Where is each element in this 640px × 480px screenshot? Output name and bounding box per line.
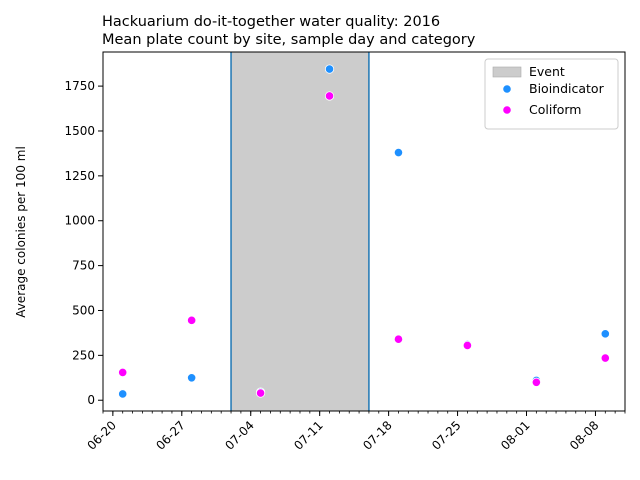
- data-point: [531, 377, 541, 387]
- legend-swatch-event: [492, 66, 522, 78]
- data-point: [187, 315, 197, 325]
- data-point: [324, 64, 335, 74]
- y-axis-label: Average colonies per 100 ml: [14, 146, 28, 318]
- x-tick-label: 08-08: [567, 418, 602, 453]
- points-layer: [118, 64, 610, 399]
- x-tick-label: 06-20: [84, 418, 119, 453]
- x-tick-label: 07-18: [360, 418, 395, 453]
- data-point: [600, 329, 610, 339]
- data-point: [393, 147, 404, 158]
- legend-marker-bioindicator: [502, 84, 512, 94]
- data-point: [255, 388, 266, 398]
- y-axis: 0 250 500 750 1000 1250 1500 1750: [64, 79, 103, 407]
- event-layer: [230, 52, 370, 411]
- y-tick-label: 0: [87, 393, 95, 407]
- y-tick-label: 750: [72, 259, 95, 273]
- data-point: [187, 373, 197, 383]
- data-point: [118, 367, 128, 378]
- data-point: [600, 353, 610, 363]
- x-tick-label: 07-11: [291, 418, 326, 453]
- data-point: [462, 340, 473, 351]
- y-tick-label: 1750: [64, 79, 95, 93]
- y-tick-label: 250: [72, 348, 95, 362]
- data-point: [118, 389, 128, 399]
- plot-frame: [102, 51, 626, 412]
- y-tick-label: 1000: [64, 214, 95, 228]
- legend-label-coliform: Coliform: [529, 102, 581, 117]
- data-point: [324, 91, 335, 101]
- legend-label-bioindicator: Bioindicator: [529, 81, 605, 96]
- chart-title: Hackuarium do-it-together water quality:…: [102, 14, 440, 30]
- series-coliform: [118, 91, 610, 398]
- x-axis: 06-20 06-27 07-04 07-11 07-18 07-25 08-01 08-08: [84, 411, 626, 453]
- y-tick-label: 1250: [64, 169, 95, 183]
- legend-label-event: Event: [529, 64, 565, 79]
- x-tick-label: 07-25: [429, 418, 464, 453]
- y-tick-label: 500: [72, 303, 95, 317]
- legend: Event Bioindicator Coliform: [484, 58, 619, 130]
- y-tick-label: 1500: [64, 124, 95, 138]
- x-tick-label: 07-04: [222, 418, 257, 453]
- x-tick-label: 08-01: [498, 418, 533, 453]
- chart-subtitle: Mean plate count by site, sample day and…: [102, 32, 476, 48]
- data-point: [393, 334, 404, 344]
- event-band: [231, 52, 369, 411]
- x-tick-label: 06-27: [153, 418, 188, 453]
- legend-marker-coliform: [502, 105, 512, 115]
